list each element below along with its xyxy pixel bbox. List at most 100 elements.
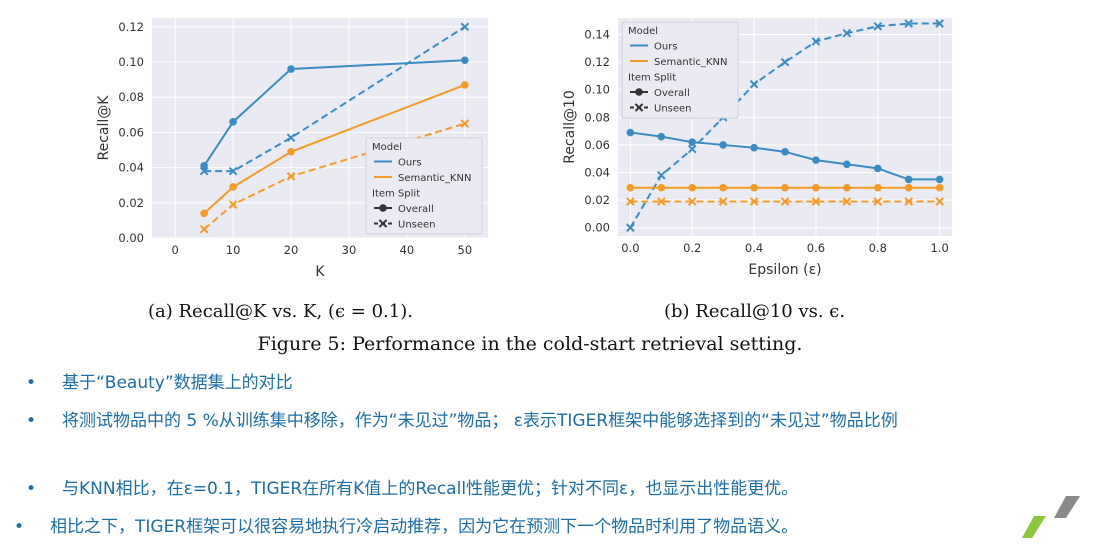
data-point bbox=[461, 56, 469, 65]
bullet-text: 基于“Beauty”数据集上的对比 bbox=[62, 373, 293, 393]
subcaption-a: (a) Recall@K vs. K, (ϵ = 0.1). bbox=[148, 301, 413, 322]
data-point bbox=[811, 37, 821, 46]
data-point bbox=[935, 197, 944, 206]
data-point bbox=[781, 148, 789, 156]
logo-gray-stripe bbox=[1054, 496, 1080, 518]
data-point bbox=[229, 118, 237, 126]
x-tick-label: 0.0 bbox=[621, 241, 639, 255]
data-point bbox=[461, 81, 469, 89]
data-point bbox=[843, 183, 851, 192]
data-point bbox=[904, 175, 913, 184]
legend-entry: Ours bbox=[654, 42, 678, 53]
data-point bbox=[873, 164, 882, 173]
y-tick-label: 0.04 bbox=[118, 161, 144, 175]
bullet-text: 与KNN相比，在ε=0.1，TIGER在所有K值上的Recall性能更优；针对不… bbox=[62, 479, 799, 499]
data-point bbox=[935, 175, 944, 184]
y-tick-label: 0.08 bbox=[584, 110, 610, 124]
bullet-text: 相比之下，TIGER框架可以很容易地执行冷启动推荐，因为它在预测下一个物品时利用… bbox=[50, 517, 799, 537]
x-tick-label: 0.2 bbox=[683, 241, 701, 255]
data-point bbox=[460, 22, 470, 32]
legend-marker bbox=[379, 204, 387, 212]
data-point bbox=[200, 209, 208, 218]
data-point bbox=[873, 197, 883, 206]
legend-marker bbox=[635, 88, 643, 96]
y-tick-label: 0.06 bbox=[118, 125, 144, 139]
data-point bbox=[843, 160, 851, 169]
data-point bbox=[688, 183, 697, 192]
data-point bbox=[935, 19, 944, 28]
data-point bbox=[228, 200, 238, 209]
x-tick-label: 40 bbox=[400, 243, 415, 257]
figure-charts: 0 10 20 30 40 50 0.00 0.02 0.04 0.06 0.08 0.10 0.12 K… bbox=[96, 18, 952, 280]
y-tick-label: 0.02 bbox=[584, 193, 610, 207]
y-tick-label: 0.08 bbox=[118, 90, 144, 104]
legend-title: Model bbox=[372, 142, 402, 153]
y-tick-label: 0.02 bbox=[118, 196, 144, 210]
data-point bbox=[656, 170, 666, 180]
data-point bbox=[228, 166, 238, 176]
data-point bbox=[750, 143, 758, 152]
data-point bbox=[811, 197, 821, 206]
legend: Model Ours Semantic_KNN Item Split Overall Un… bbox=[365, 137, 483, 235]
series-line bbox=[203, 59, 465, 167]
y-tick-label: 0.00 bbox=[118, 231, 144, 245]
data-point bbox=[873, 21, 883, 31]
data-point bbox=[780, 57, 790, 67]
x-tick-label: 0.4 bbox=[745, 241, 763, 255]
y-tick-label: 0.10 bbox=[584, 83, 610, 97]
legend-entry: Unseen bbox=[654, 104, 692, 115]
data-point bbox=[657, 132, 666, 141]
data-point bbox=[656, 197, 666, 206]
legend-entry: Ours bbox=[398, 158, 422, 169]
data-point bbox=[812, 156, 820, 164]
data-point bbox=[286, 172, 296, 181]
y-tick-label: 0.14 bbox=[584, 28, 610, 42]
data-point bbox=[749, 197, 759, 206]
brand-logo-icon bbox=[1022, 496, 1080, 538]
y-axis-label: Recall@10 bbox=[562, 90, 578, 164]
y-tick-label: 0.06 bbox=[584, 138, 610, 152]
data-point bbox=[904, 197, 914, 206]
data-point bbox=[718, 197, 728, 206]
data-point bbox=[687, 144, 697, 154]
x-tick-label: 0.8 bbox=[869, 241, 887, 255]
data-point bbox=[719, 141, 727, 149]
data-point bbox=[749, 79, 759, 89]
data-point bbox=[904, 183, 913, 192]
bullet-dot-icon: • bbox=[26, 479, 37, 499]
legend-title: Item Split bbox=[372, 189, 420, 200]
data-point bbox=[286, 133, 296, 142]
legend-entry: Semantic_KNN bbox=[654, 57, 727, 68]
bullet-dot-icon: • bbox=[14, 517, 25, 537]
legend-title: Item Split bbox=[628, 73, 676, 84]
legend-entry: Overall bbox=[654, 88, 690, 99]
chart-recall-at-k: 0 10 20 30 40 50 0.00 0.02 0.04 0.06 0.08 0.10 0.12 K… bbox=[96, 18, 488, 280]
data-point bbox=[626, 223, 635, 233]
figure-caption: Figure 5: Performance in the cold-start … bbox=[257, 333, 803, 355]
x-axis-label: K bbox=[315, 264, 325, 280]
data-point bbox=[780, 197, 790, 206]
x-tick-label: 0.6 bbox=[807, 241, 825, 255]
legend-marker bbox=[634, 103, 644, 112]
data-point bbox=[200, 162, 208, 170]
data-point bbox=[904, 19, 914, 28]
data-point bbox=[781, 183, 789, 192]
data-point bbox=[199, 224, 209, 234]
y-tick-label: 0.12 bbox=[584, 55, 610, 69]
y-tick-label: 0.00 bbox=[584, 221, 610, 235]
y-axis-label: Recall@K bbox=[96, 95, 112, 161]
x-tick-label: 20 bbox=[284, 243, 299, 257]
legend: Model Ours Semantic_KNN Item Split Overall Un… bbox=[621, 21, 739, 119]
y-tick-label: 0.12 bbox=[118, 20, 144, 34]
data-point bbox=[229, 183, 237, 191]
data-point bbox=[626, 197, 635, 206]
x-tick-label: 0 bbox=[172, 243, 179, 257]
legend-box bbox=[365, 137, 483, 235]
data-point bbox=[626, 128, 635, 137]
data-point bbox=[287, 65, 295, 73]
data-point bbox=[873, 183, 882, 192]
data-point bbox=[657, 183, 666, 192]
data-point bbox=[750, 183, 758, 192]
legend-title: Model bbox=[628, 26, 658, 37]
bullet-dot-icon: • bbox=[26, 411, 37, 431]
